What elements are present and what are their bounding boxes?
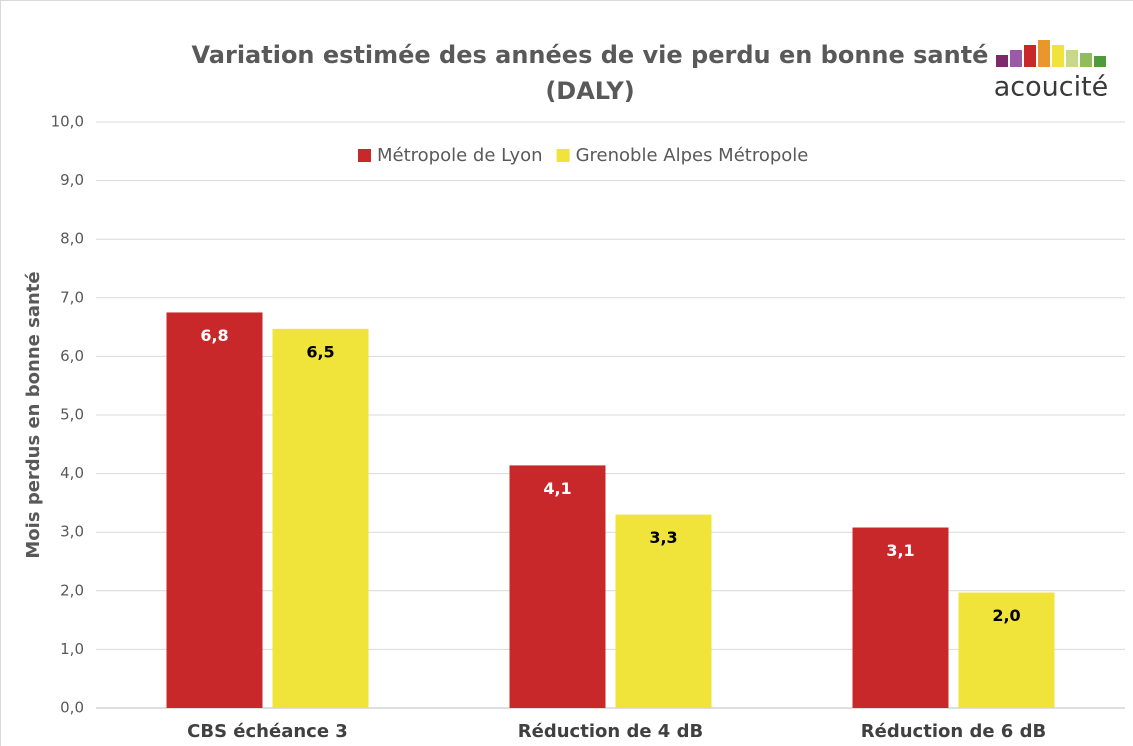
y-tick-label: 0,0 [60, 699, 84, 717]
bar [852, 527, 949, 708]
chart-title: Variation estimée des années de vie perd… [192, 41, 989, 69]
data-label: 3,1 [886, 541, 914, 560]
y-tick-label: 7,0 [60, 288, 84, 306]
y-tick-label: 3,0 [60, 523, 84, 541]
x-tick-label: Réduction de 6 dB [861, 721, 1046, 742]
y-tick-label: 9,0 [60, 171, 84, 189]
bar [272, 328, 369, 708]
chart-title: (DALY) [545, 77, 634, 105]
y-axis-label: Mois perdus en bonne santé [23, 271, 44, 558]
data-label: 6,5 [306, 342, 334, 361]
y-tick-label: 5,0 [60, 406, 84, 424]
y-tick-label: 10,0 [51, 113, 84, 131]
y-tick-label: 6,0 [60, 347, 84, 365]
legend: Métropole de Lyon Grenoble Alpes Métropol… [358, 145, 808, 166]
logo: acoucité [994, 40, 1109, 103]
bar [615, 514, 712, 708]
legend-swatch [556, 149, 570, 162]
bar [509, 465, 606, 708]
bar [166, 312, 263, 708]
x-tick-label: Réduction de 4 dB [518, 721, 703, 742]
y-tick-label: 1,0 [60, 640, 84, 658]
logo-text: acoucité [994, 72, 1109, 103]
data-label: 4,1 [543, 479, 571, 498]
bar [958, 592, 1055, 708]
y-tick-label: 2,0 [60, 581, 84, 599]
x-tick-label: CBS échéance 3 [187, 721, 348, 742]
legend-label: Grenoble Alpes Métropole [576, 145, 809, 166]
data-label: 3,3 [649, 528, 677, 547]
y-tick-label: 4,0 [60, 464, 84, 482]
legend-label: Métropole de Lyon [377, 145, 543, 166]
data-label: 2,0 [992, 606, 1020, 625]
legend-swatch [358, 149, 371, 162]
data-label: 6,8 [200, 326, 228, 345]
y-tick-label: 8,0 [60, 230, 84, 248]
